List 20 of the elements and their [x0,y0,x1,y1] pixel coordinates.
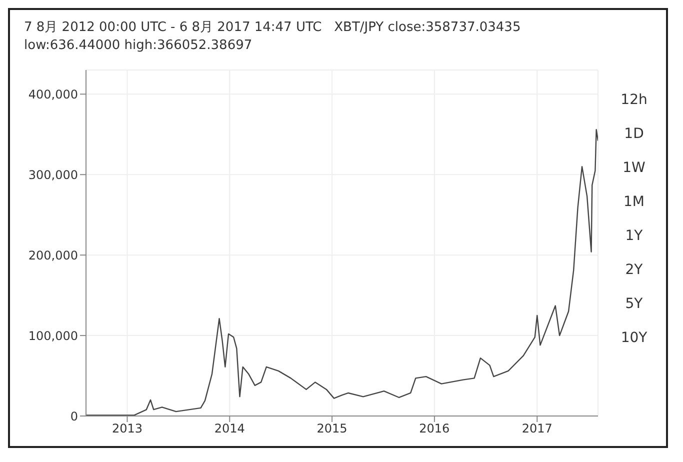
x-tick-label: 2015 [316,422,348,436]
chart-title: 7 8月 2012 00:00 UTC - 6 8月 2017 14:47 UTC XBT/JPY close:358737.03435 [24,19,521,36]
y-tick-label: 300,000 [28,168,78,182]
range-button[interactable]: 1D [624,124,644,144]
range-button[interactable]: 2Y [625,260,643,280]
x-tick-label: 2017 [522,422,552,436]
y-tick-label: 100,000 [28,328,78,343]
chart-subtitle: low:636.44000 high:366052.38697 [24,38,252,53]
y-tick-label: 0 [70,409,78,424]
range-button[interactable]: 1W [622,158,646,178]
range-button[interactable]: 12h [620,90,648,110]
y-tick-label: 200,000 [28,248,78,262]
range-button[interactable]: 1Y [625,226,643,246]
x-tick-label: 2016 [419,422,450,436]
x-tick-label: 2014 [214,422,245,436]
y-tick-label: 400,000 [28,87,78,102]
x-tick-label: 2013 [112,422,143,436]
range-button[interactable]: 10Y [620,328,648,348]
range-button[interactable]: 5Y [625,294,643,314]
range-button[interactable]: 1M [624,192,644,212]
